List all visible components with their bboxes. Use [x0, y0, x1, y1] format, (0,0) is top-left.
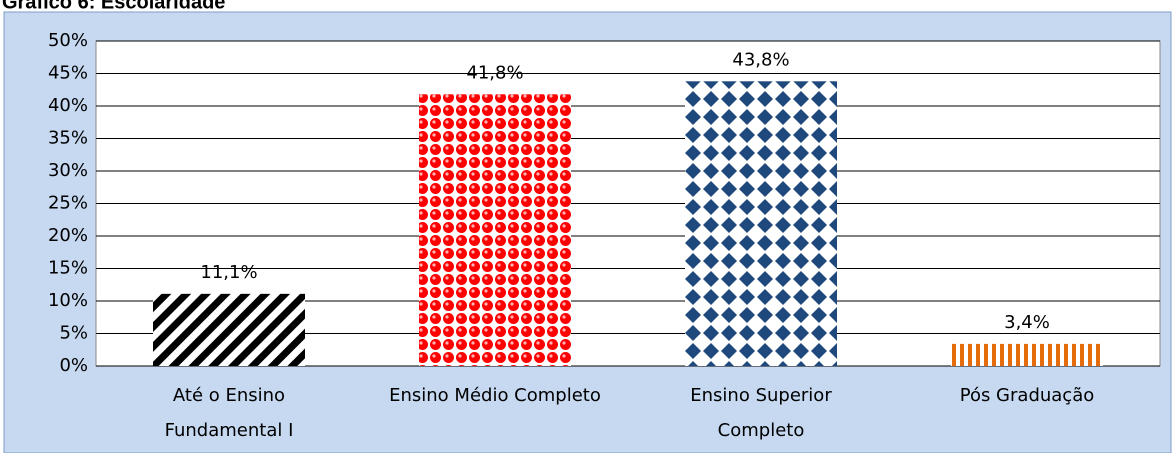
- y-tick-label: 20%: [48, 225, 88, 246]
- y-tick-label: 10%: [48, 290, 88, 311]
- y-tick-label: 35%: [48, 128, 88, 149]
- x-tick-label: Pós Graduação: [960, 385, 1095, 406]
- x-tick-label: Ensino Médio Completo: [389, 385, 601, 406]
- y-tick-label: 40%: [48, 95, 88, 116]
- data-label: 41,8%: [466, 62, 523, 83]
- data-label: 3,4%: [1004, 312, 1050, 333]
- x-tick-label: Ensino Superior Completo: [690, 385, 832, 441]
- y-tick-label: 15%: [48, 258, 88, 279]
- y-tick-label: 25%: [48, 193, 88, 214]
- bar: [419, 94, 571, 367]
- bar: [951, 343, 1103, 366]
- y-tick-label: 30%: [48, 160, 88, 181]
- bar: [153, 293, 305, 366]
- data-label: 11,1%: [200, 262, 257, 283]
- bar: [685, 81, 837, 367]
- y-tick-label: 45%: [48, 63, 88, 84]
- y-tick-label: 5%: [59, 323, 88, 344]
- chart-title: Gráfico 6: Escolaridade: [2, 0, 225, 13]
- y-tick-label: 50%: [48, 30, 88, 51]
- x-tick-label: Até o Ensino Fundamental I: [165, 385, 294, 441]
- data-label: 43,8%: [732, 49, 789, 70]
- y-tick-label: 0%: [59, 355, 88, 376]
